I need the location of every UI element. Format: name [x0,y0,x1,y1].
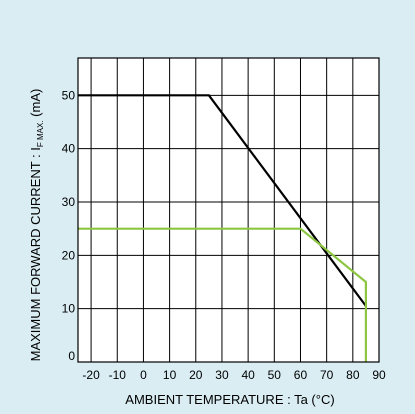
y-tick-label: 30 [62,195,76,209]
y-tick-label: 0 [68,349,75,363]
series-group [78,94,367,362]
x-tick-label: 50 [268,368,282,382]
x-tick-label: 60 [294,368,308,382]
series-line-green [78,227,367,362]
x-tick-label: 10 [163,368,177,382]
plot-area [78,58,379,362]
y-axis-title-unit: (mA) [28,89,43,117]
x-tick-label: -20 [82,368,100,382]
y-tick-label: 50 [62,88,76,102]
x-tick-label: 80 [346,368,360,382]
x-tick-label: 40 [241,368,255,382]
grid [78,58,380,363]
series-line-black [78,94,367,307]
x-tick-label: 30 [215,368,229,382]
y-tick-label: 10 [62,302,76,316]
x-axis-title: AMBIENT TEMPERATURE : Ta (°C) [125,392,334,407]
plot-frame [77,57,380,363]
x-tick-label: 20 [189,368,203,382]
y-axis-title: MAXIMUM FORWARD CURRENT : IF MAX. (mA) [28,89,45,362]
x-tick-label: 70 [320,368,334,382]
x-tick-labels: -20 -10 0 10 20 30 40 50 60 70 80 90 [82,368,386,382]
x-tick-label: 0 [140,368,147,382]
y-tick-label: 20 [62,248,76,262]
x-tick-label: 90 [372,368,386,382]
y-tick-label: 40 [62,142,76,156]
y-tick-labels: 0 10 20 30 40 50 [62,88,76,363]
y-axis-title-main: MAXIMUM FORWARD CURRENT : I [28,147,43,361]
x-tick-label: -10 [109,368,127,382]
y-axis-title-subscript: F MAX. [36,120,45,147]
